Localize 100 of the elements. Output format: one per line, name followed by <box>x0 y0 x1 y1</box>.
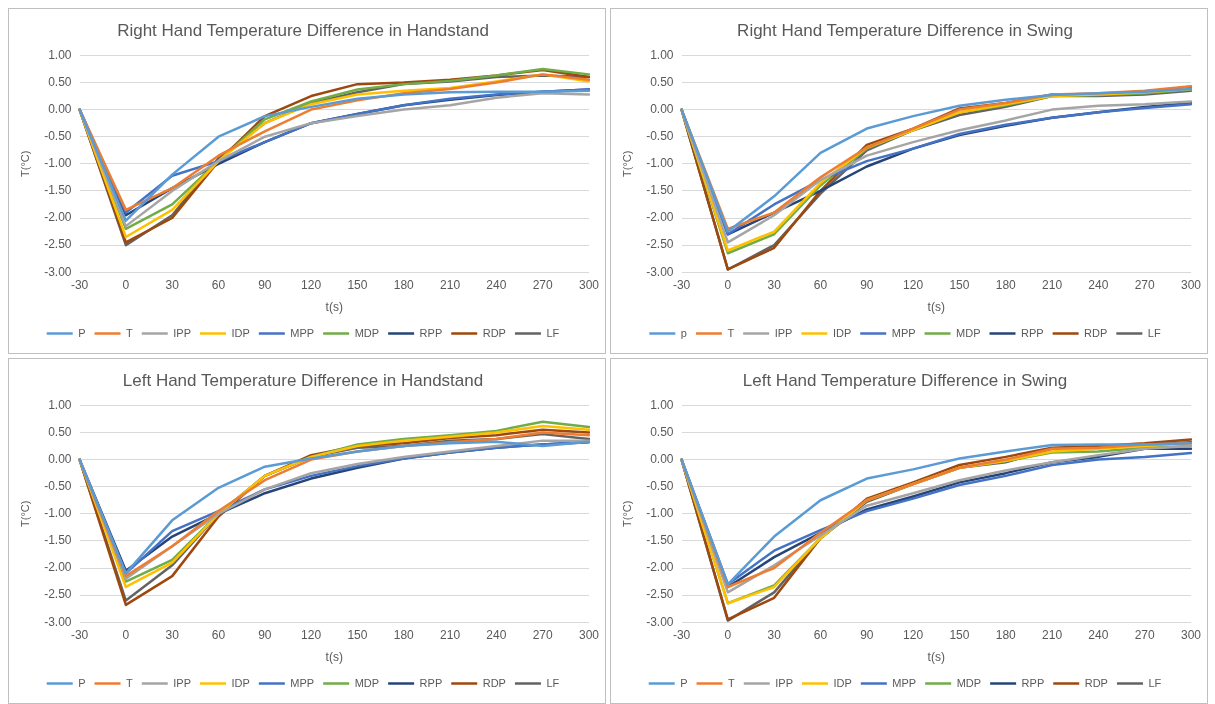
x-tick-label: 180 <box>995 627 1017 642</box>
x-tick-label: 90 <box>860 627 874 642</box>
x-tick-label: 30 <box>767 627 782 642</box>
legend-label: T <box>126 326 134 339</box>
x-tick-label: 60 <box>813 627 828 642</box>
legend-label: T <box>728 676 736 689</box>
y-tick-label: -3.00 <box>44 264 72 279</box>
x-tick-label: 60 <box>813 277 828 292</box>
y-tick-label: -1.00 <box>646 156 674 171</box>
x-tick-label: 0 <box>724 277 732 292</box>
chart-title: Right Hand Temperature Difference in Handstand <box>117 20 489 40</box>
x-axis-title: t(s) <box>927 300 945 315</box>
y-tick-label: -1.00 <box>44 156 72 171</box>
x-tick-label: -30 <box>70 627 89 642</box>
x-tick-label: 120 <box>301 277 322 292</box>
y-tick-label: -0.50 <box>646 129 674 144</box>
legend-label: MPP <box>892 676 917 689</box>
y-tick-label: -1.50 <box>646 183 674 198</box>
x-tick-label: 300 <box>1180 277 1202 292</box>
y-tick-label: -1.50 <box>44 533 72 548</box>
y-tick-label: 0.50 <box>48 424 72 439</box>
legend-label: LF <box>1147 326 1161 339</box>
legend-label: IPP <box>173 676 191 689</box>
legend-label: RDP <box>482 676 506 689</box>
x-tick-label: 300 <box>1180 627 1202 642</box>
legend-label: T <box>727 326 735 339</box>
y-tick-label: -1.50 <box>646 533 674 548</box>
y-tick-label: -2.50 <box>44 237 72 252</box>
x-tick-label: 60 <box>211 277 226 292</box>
chart-title: Left Hand Temperature Difference in Swing <box>742 370 1068 390</box>
x-tick-label: 240 <box>486 277 507 292</box>
legend-label: RPP <box>1021 326 1044 339</box>
legend-label: RDP <box>1084 326 1108 339</box>
legend-label: RDP <box>1084 676 1108 689</box>
legend-label: IPP <box>774 326 793 339</box>
x-tick-label: 180 <box>995 277 1017 292</box>
legend-label: LF <box>546 326 560 339</box>
y-tick-label: -0.50 <box>44 479 72 494</box>
x-tick-label: -30 <box>672 627 691 642</box>
x-tick-label: 270 <box>1134 627 1156 642</box>
legend-label: T <box>126 676 134 689</box>
x-tick-label: 240 <box>1088 627 1109 642</box>
y-tick-label: 1.00 <box>48 397 72 412</box>
y-tick-label: 0.00 <box>48 451 72 466</box>
x-tick-label: 120 <box>301 627 322 642</box>
x-tick-label: 90 <box>258 627 272 642</box>
x-tick-label: 90 <box>258 277 272 292</box>
legend-label: IPP <box>775 676 793 689</box>
x-tick-label: 0 <box>122 627 130 642</box>
x-tick-label: 0 <box>724 627 732 642</box>
y-tick-label: 0.50 <box>650 424 674 439</box>
x-tick-label: 90 <box>860 277 874 292</box>
legend-label: IPP <box>173 326 191 339</box>
chart-title: Left Hand Temperature Difference in Handstand <box>122 370 484 390</box>
y-tick-label: -2.00 <box>646 560 674 575</box>
x-tick-label: 30 <box>165 627 180 642</box>
x-tick-label: 270 <box>532 627 554 642</box>
legend-label: P <box>680 676 688 689</box>
x-tick-label: 150 <box>949 277 970 292</box>
legend-label: MPP <box>290 676 315 689</box>
legend-label: RDP <box>482 326 506 339</box>
legend-label: RPP <box>1021 676 1045 689</box>
x-tick-label: 300 <box>578 627 600 642</box>
y-tick-label: 1.00 <box>48 47 72 62</box>
x-axis-title: t(s) <box>927 650 945 665</box>
x-tick-label: 210 <box>440 627 461 642</box>
y-axis-title: T(°C) <box>18 500 31 527</box>
x-tick-label: 150 <box>949 627 970 642</box>
x-tick-label: 210 <box>1042 627 1063 642</box>
x-tick-label: 270 <box>1134 277 1156 292</box>
y-tick-label: -1.00 <box>44 506 72 521</box>
y-tick-label: 1.00 <box>650 47 674 62</box>
y-tick-label: 0.50 <box>650 74 674 89</box>
legend-label: RPP <box>419 676 443 689</box>
x-tick-label: 150 <box>347 627 368 642</box>
legend-label: MDP <box>956 676 982 689</box>
legend-label: MDP <box>956 326 981 339</box>
x-tick-label: 180 <box>393 627 415 642</box>
x-tick-label: 300 <box>578 277 600 292</box>
x-tick-label: 240 <box>1088 277 1109 292</box>
y-tick-label: -2.00 <box>44 210 72 225</box>
legend-label: IDP <box>231 326 250 339</box>
x-tick-label: 0 <box>122 277 130 292</box>
x-axis-title: t(s) <box>325 300 343 315</box>
y-tick-label: -1.50 <box>44 183 72 198</box>
legend-label: P <box>78 326 86 339</box>
y-tick-label: -3.00 <box>44 614 72 629</box>
y-tick-label: -2.00 <box>646 210 674 225</box>
x-tick-label: 270 <box>532 277 554 292</box>
legend-label: IDP <box>833 676 852 689</box>
x-tick-label: 240 <box>486 627 507 642</box>
legend-label: MDP <box>354 676 380 689</box>
y-tick-label: 0.50 <box>48 74 72 89</box>
chart-title: Right Hand Temperature Difference in Swing <box>737 20 1073 40</box>
y-tick-label: 0.00 <box>650 451 674 466</box>
y-axis-title: T(°C) <box>620 500 633 527</box>
x-tick-label: -30 <box>672 277 691 292</box>
y-tick-label: -2.00 <box>44 560 72 575</box>
y-tick-label: 0.00 <box>650 101 674 116</box>
x-tick-label: 120 <box>903 627 924 642</box>
